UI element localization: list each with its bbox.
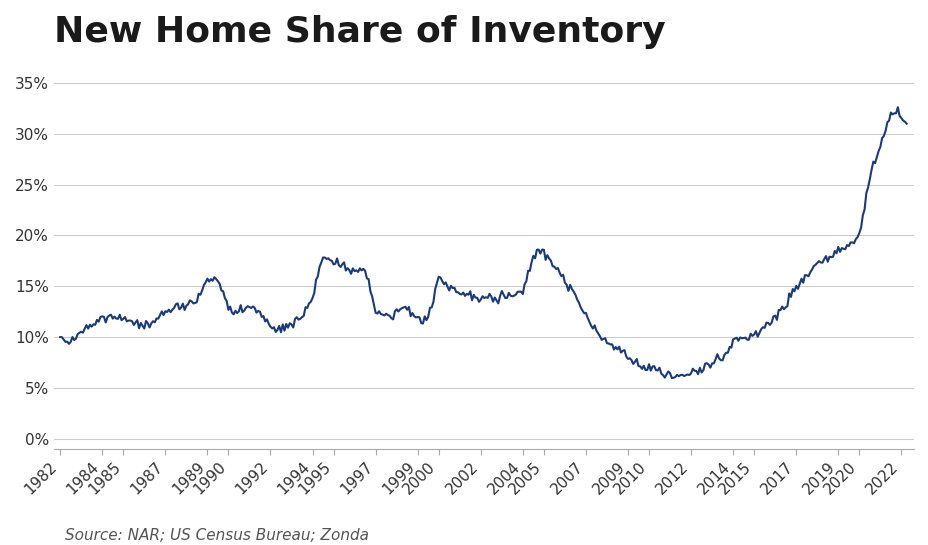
Text: New Home Share of Inventory: New Home Share of Inventory [54, 15, 664, 49]
Text: Source: NAR; US Census Bureau; Zonda: Source: NAR; US Census Bureau; Zonda [65, 528, 368, 543]
